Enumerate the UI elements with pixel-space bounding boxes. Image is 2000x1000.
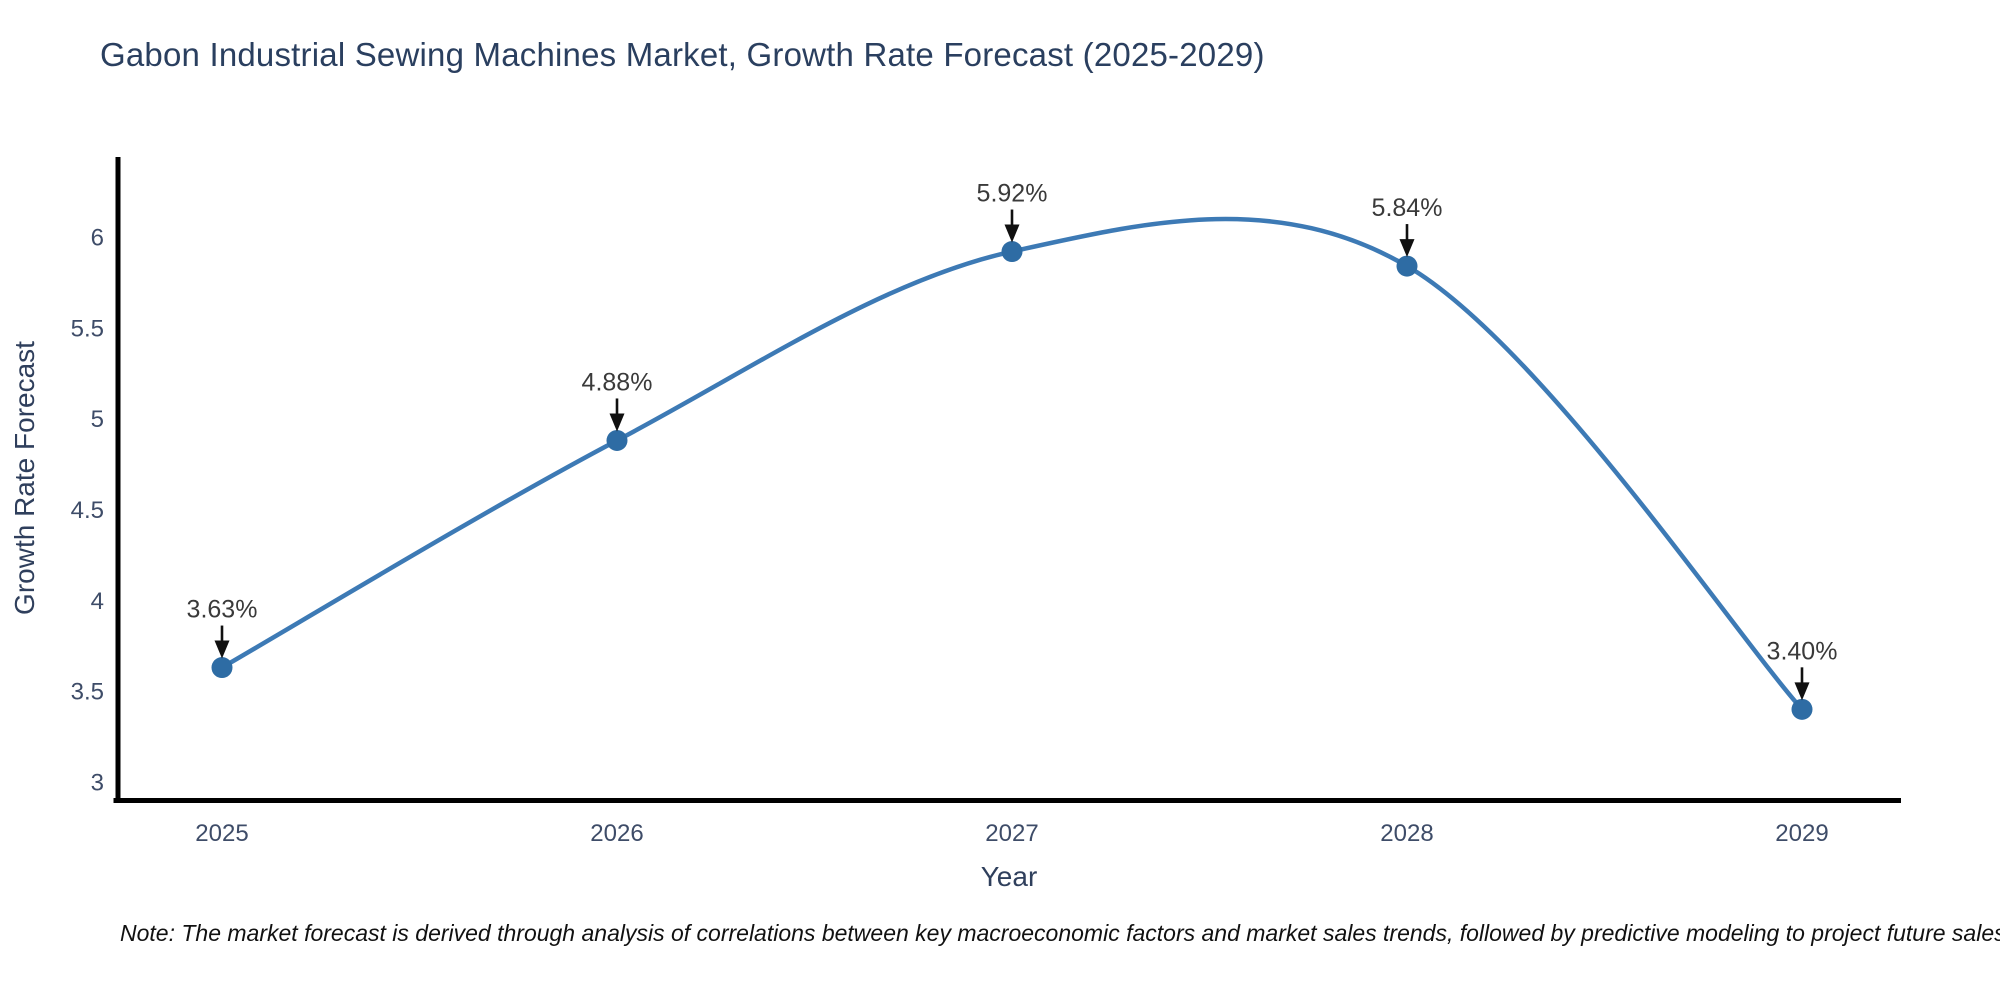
y-tick-label: 4 bbox=[91, 588, 104, 615]
data-point-marker bbox=[606, 429, 628, 451]
annotation-arrowhead-icon bbox=[1399, 239, 1415, 258]
annotations-layer: 3.63% 4.88% 5.92% 5.84% 3.40% bbox=[187, 180, 1838, 701]
point-value-label: 4.88% bbox=[582, 368, 653, 396]
y-tick-label: 3.5 bbox=[71, 679, 104, 706]
y-axis-title: Growth Rate Forecast bbox=[9, 341, 40, 615]
x-tick-label: 2026 bbox=[590, 820, 643, 847]
y-tick-label: 6 bbox=[91, 224, 104, 251]
ticks-layer: 3 3.5 4 4.5 5 5.5 6 2025 2026 2027 2028 2029 bbox=[71, 224, 1829, 847]
x-tick-label: 2029 bbox=[1775, 820, 1828, 847]
y-tick-label: 5.5 bbox=[71, 315, 104, 342]
point-annotation: 3.40% bbox=[1767, 637, 1838, 701]
annotation-arrowhead-icon bbox=[1794, 682, 1810, 701]
point-value-label: 5.92% bbox=[977, 180, 1048, 208]
series-layer bbox=[211, 216, 1813, 720]
point-annotation: 5.92% bbox=[977, 180, 1048, 243]
point-value-label: 3.40% bbox=[1767, 637, 1838, 665]
point-annotation: 4.88% bbox=[582, 368, 653, 432]
data-point-marker bbox=[1396, 255, 1418, 277]
data-point-marker bbox=[211, 657, 233, 679]
annotation-arrowhead-icon bbox=[1004, 224, 1020, 243]
y-tick-label: 5 bbox=[91, 406, 104, 433]
y-tick-label: 3 bbox=[91, 770, 104, 797]
chart-title: Gabon Industrial Sewing Machines Market,… bbox=[100, 36, 1265, 73]
point-annotation: 3.63% bbox=[187, 596, 258, 659]
point-annotation: 5.84% bbox=[1372, 194, 1443, 258]
data-point-marker bbox=[1791, 698, 1813, 720]
x-tick-label: 2025 bbox=[195, 820, 248, 847]
point-value-label: 5.84% bbox=[1372, 194, 1443, 222]
annotation-arrowhead-icon bbox=[609, 413, 625, 432]
forecast-line bbox=[219, 216, 1805, 712]
x-axis-title: Year bbox=[981, 861, 1038, 892]
footnote: Note: The market forecast is derived thr… bbox=[120, 920, 2000, 946]
y-tick-label: 4.5 bbox=[71, 497, 104, 524]
point-value-label: 3.63% bbox=[187, 596, 258, 624]
x-tick-label: 2027 bbox=[985, 820, 1038, 847]
annotation-arrowhead-icon bbox=[214, 640, 230, 659]
data-point-marker bbox=[1001, 241, 1023, 263]
x-tick-label: 2028 bbox=[1380, 820, 1433, 847]
